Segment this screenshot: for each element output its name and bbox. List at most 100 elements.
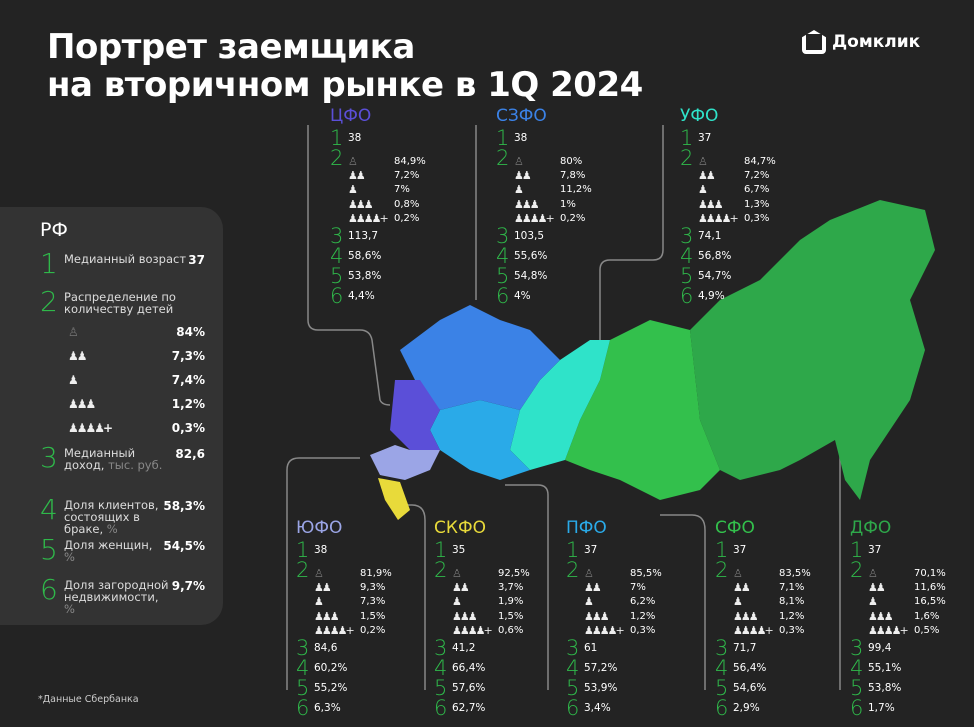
metric-number: 6 [330, 283, 344, 308]
connector-line [395, 504, 426, 690]
women-share: 5 55,2% [296, 675, 406, 700]
person-no-children-icon: ♙ [452, 566, 462, 580]
children-row: ♟♟♟ 0,8% [330, 197, 440, 211]
three-children-icon: ♟♟♟ [68, 397, 96, 411]
metric-number: 3 [496, 223, 510, 248]
metric-number: 2 [434, 558, 448, 582]
metric-number: 4 [566, 655, 580, 680]
connector-line [599, 125, 664, 340]
metric-number: 6 [434, 695, 448, 720]
metric-number: 6 [296, 695, 310, 720]
region-name: ЮФО [296, 518, 343, 538]
metric-number: 6 [715, 695, 729, 720]
metric-number: 2 [40, 285, 58, 318]
children-row: ♟♟ 7,8% [496, 168, 606, 182]
metric-number: 6 [40, 573, 58, 606]
median-age-value: 38 [348, 132, 362, 144]
children-share: 7,4% [171, 373, 205, 387]
median-age-value: 37 [868, 544, 882, 556]
median-income: 3 103,5 [496, 223, 606, 248]
two-children-icon: ♟♟ [698, 169, 716, 183]
married-share: 4 56,4% [715, 656, 825, 680]
country-property-share-value: 62,7% [452, 701, 486, 714]
metric-number: 5 [296, 675, 310, 700]
children-share: 70,1% [914, 567, 946, 579]
women-share-value: 54,8% [514, 269, 548, 282]
metric-number: 6 [680, 283, 694, 308]
label-text: Медианный доход, [64, 446, 136, 472]
metric-number: 1 [434, 538, 448, 562]
children-row: ♙ 85,5% [566, 566, 676, 580]
four-plus-children-icon: ♟♟♟♟+ [452, 624, 493, 638]
region-szfo [400, 305, 560, 410]
two-children-icon: ♟♟ [733, 581, 751, 595]
metric-number: 1 [566, 538, 580, 562]
three-children-icon: ♟♟♟ [733, 609, 759, 623]
region-skfo [378, 478, 410, 520]
women-share: 5 54,6% [715, 676, 825, 700]
one-child-icon: ♟ [348, 183, 358, 197]
children-row: ♟♟ 9,3% [296, 580, 406, 594]
person-no-children-icon: ♙ [698, 154, 708, 168]
one-child-icon: ♟ [68, 373, 79, 387]
married-share: 4 55,1% [850, 656, 960, 680]
country-property-share-value: 4,9% [698, 289, 725, 302]
domclick-logo: Домклик [802, 30, 920, 54]
children-row: ♙ 70,1% [850, 566, 960, 580]
four-plus-children-icon: ♟♟♟♟+ [698, 212, 739, 226]
children-share: 1,2% [779, 610, 805, 622]
median-income: 3 99,4 [850, 636, 960, 660]
median-age-value: 38 [514, 132, 528, 144]
metric-number: 3 [296, 635, 310, 660]
one-child-icon: ♟ [698, 183, 708, 197]
country-property-share: 6 6,3% [296, 695, 406, 720]
children-row: ♟♟♟♟+ 0,2% [296, 624, 406, 638]
person-no-children-icon: ♙ [584, 566, 594, 580]
children-row: ♟♟♟♟+ 0,2% [330, 212, 440, 226]
children-share: 8,1% [779, 596, 805, 608]
children-row: ♟♟♟ 1,2% [68, 397, 205, 411]
panel-title: РФ [40, 219, 68, 241]
region-ufo [510, 340, 610, 470]
metric-number: 3 [566, 635, 580, 660]
region-name: СЗФО [496, 106, 547, 126]
three-children-icon: ♟♟♟ [314, 609, 340, 623]
connector-line [660, 514, 706, 690]
three-children-icon: ♟♟♟ [514, 197, 540, 211]
four-plus-children-icon: ♟♟♟♟+ [514, 212, 555, 226]
metric-label: Медианный возраст [64, 251, 188, 277]
metric-number: 5 [850, 675, 864, 700]
two-children-icon: ♟♟ [348, 169, 366, 183]
one-child-icon: ♟ [314, 595, 324, 609]
metric-number: 6 [496, 283, 510, 308]
two-children-icon: ♟♟ [514, 169, 532, 183]
region-name: СКФО [434, 518, 486, 538]
children-row: ♟♟ 3,7% [434, 580, 544, 594]
children-share: 1,2% [171, 397, 205, 411]
women-share: 5 53,8% [330, 264, 440, 288]
children-row: ♙ 84,7% [680, 154, 790, 168]
married-share-value: 56,8% [698, 249, 732, 262]
metric-number: 1 [850, 538, 864, 562]
country-property-share-value: 2,9% [733, 701, 760, 714]
median-age-value: 37 [733, 544, 747, 556]
children-row: ♟ 8,1% [715, 595, 825, 609]
metric-number: 1 [296, 538, 310, 562]
children-row: ♟♟ 7% [566, 580, 676, 594]
median-age-value: 37 [698, 132, 712, 144]
married-share-value: 58,6% [348, 249, 382, 262]
three-children-icon: ♟♟♟ [348, 197, 374, 211]
metric-number: 2 [566, 558, 580, 582]
median-income: 3 61 [566, 635, 676, 660]
married-share-value: 66,4% [452, 661, 486, 674]
median-age-value: 38 [314, 544, 328, 556]
person-no-children-icon: ♙ [348, 154, 358, 168]
country-property-share-value: 4% [514, 289, 531, 302]
children-share: 84% [176, 325, 205, 339]
region-dfo [690, 200, 935, 500]
one-child-icon: ♟ [514, 183, 524, 197]
region-name: СФО [715, 518, 755, 538]
person-no-children-icon: ♙ [514, 154, 524, 168]
children-share: 6,2% [630, 596, 656, 608]
region-pfo [430, 400, 530, 480]
